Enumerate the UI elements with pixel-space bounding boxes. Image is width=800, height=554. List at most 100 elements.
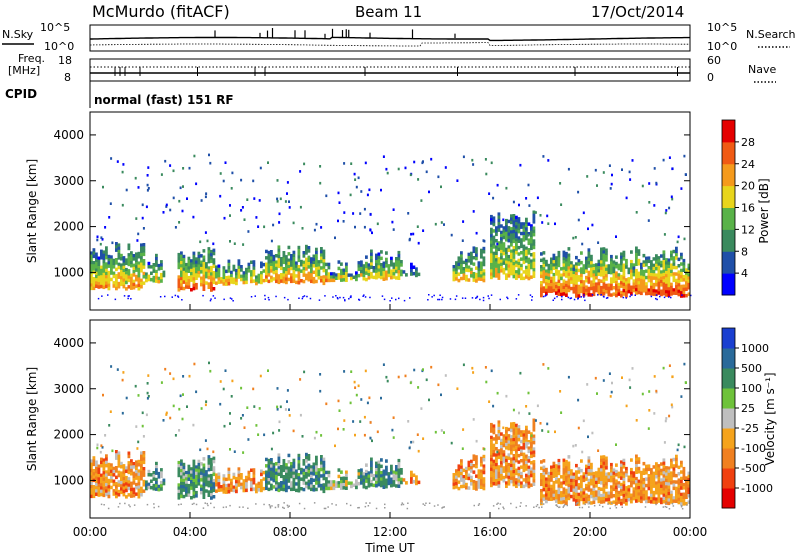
power-cell <box>415 270 418 274</box>
velocity-cell <box>110 472 113 477</box>
power-cell <box>477 264 481 268</box>
power-cell <box>310 270 313 274</box>
velocity-cell <box>108 424 111 427</box>
velocity-cell <box>540 473 543 477</box>
velocity-cell <box>645 464 648 469</box>
velocity-cell <box>455 472 458 476</box>
power-cell <box>397 266 401 271</box>
velocity-cell <box>600 468 603 472</box>
velocity-cell <box>455 482 458 486</box>
power-cell <box>502 271 506 275</box>
velocity-cell <box>385 468 388 473</box>
power-cell <box>332 278 336 283</box>
power-cell <box>357 176 360 180</box>
power-cell <box>397 260 401 264</box>
power-cell <box>392 275 396 279</box>
power-cell <box>465 278 468 282</box>
power-cell <box>577 268 581 273</box>
power-cell <box>137 232 140 236</box>
velocity-cell <box>657 476 661 481</box>
power-cell <box>630 263 633 267</box>
velocity-cell <box>615 501 618 506</box>
velocity-cell <box>255 503 257 505</box>
power-cell <box>580 289 583 294</box>
power-cell <box>682 268 686 272</box>
power-cell <box>431 296 433 298</box>
velocity-cell <box>645 483 648 488</box>
velocity-cell <box>555 499 558 503</box>
velocity-cell <box>382 472 386 477</box>
power-cell <box>597 291 601 296</box>
power-cell <box>637 281 641 285</box>
velocity-cell <box>337 468 341 472</box>
power-cell <box>574 236 577 239</box>
power-cell <box>660 289 663 293</box>
power-cell <box>177 259 181 263</box>
power-cell <box>114 298 117 301</box>
velocity-cell <box>662 496 666 501</box>
velocity-cell <box>382 363 385 366</box>
velocity-cell <box>520 459 523 463</box>
power-cell <box>518 203 520 207</box>
velocity-cell <box>250 481 253 485</box>
velocity-cell <box>665 491 668 496</box>
velocity-cell <box>625 470 628 474</box>
velocity-cell <box>364 505 367 508</box>
power-cell <box>552 299 554 301</box>
power-cell <box>288 206 291 209</box>
power-cell <box>630 250 633 254</box>
power-cell <box>322 281 326 286</box>
power-cell <box>286 181 289 184</box>
velocity-cell <box>147 374 150 377</box>
velocity-cell <box>527 440 531 444</box>
power-cell <box>555 281 558 286</box>
velocity-cell <box>377 473 381 477</box>
power-cell <box>185 262 188 267</box>
velocity-cell <box>97 493 101 497</box>
power-cell <box>507 297 509 300</box>
power-cell <box>542 276 546 281</box>
velocity-cell <box>465 482 468 487</box>
power-cell <box>400 263 403 267</box>
velocity-cell <box>265 486 268 490</box>
power-cell <box>337 297 339 300</box>
velocity-cell <box>598 504 601 506</box>
power-cell <box>592 263 596 268</box>
velocity-cell <box>271 505 273 507</box>
power-cell <box>438 298 441 301</box>
velocity-cell <box>605 459 608 464</box>
power-cell <box>600 250 603 255</box>
velocity-cell <box>397 465 401 469</box>
velocity-cell <box>600 493 603 498</box>
velocity-cell <box>412 440 415 444</box>
velocity-cell <box>90 481 93 486</box>
power-cell <box>108 216 111 219</box>
velocity-cell <box>630 496 633 501</box>
velocity-cell <box>592 487 596 492</box>
power-cell <box>350 295 352 297</box>
power-cell <box>142 271 146 276</box>
velocity-cell <box>527 472 531 476</box>
power-cell <box>452 265 456 269</box>
velocity-cell <box>492 430 496 435</box>
velocity-cell <box>390 467 393 472</box>
velocity-cell <box>117 470 121 475</box>
velocity-cell <box>595 484 598 488</box>
power-cell <box>615 235 617 238</box>
velocity-cell <box>560 484 563 489</box>
velocity-cell <box>664 505 667 508</box>
velocity-cell <box>192 459 196 464</box>
velocity-cell <box>545 496 548 501</box>
power-cell <box>635 252 638 257</box>
power-cell <box>670 296 672 299</box>
power-cell <box>569 297 571 300</box>
power-cell <box>600 279 603 283</box>
power-cell <box>517 236 521 240</box>
velocity-cell <box>125 469 128 473</box>
velocity-cell <box>663 441 666 444</box>
velocity-cell <box>612 478 616 482</box>
power-colorbar-label: Power [dB] <box>757 178 771 243</box>
velocity-cell <box>477 475 481 480</box>
velocity-cell <box>122 467 126 471</box>
velocity-cell <box>232 485 236 489</box>
